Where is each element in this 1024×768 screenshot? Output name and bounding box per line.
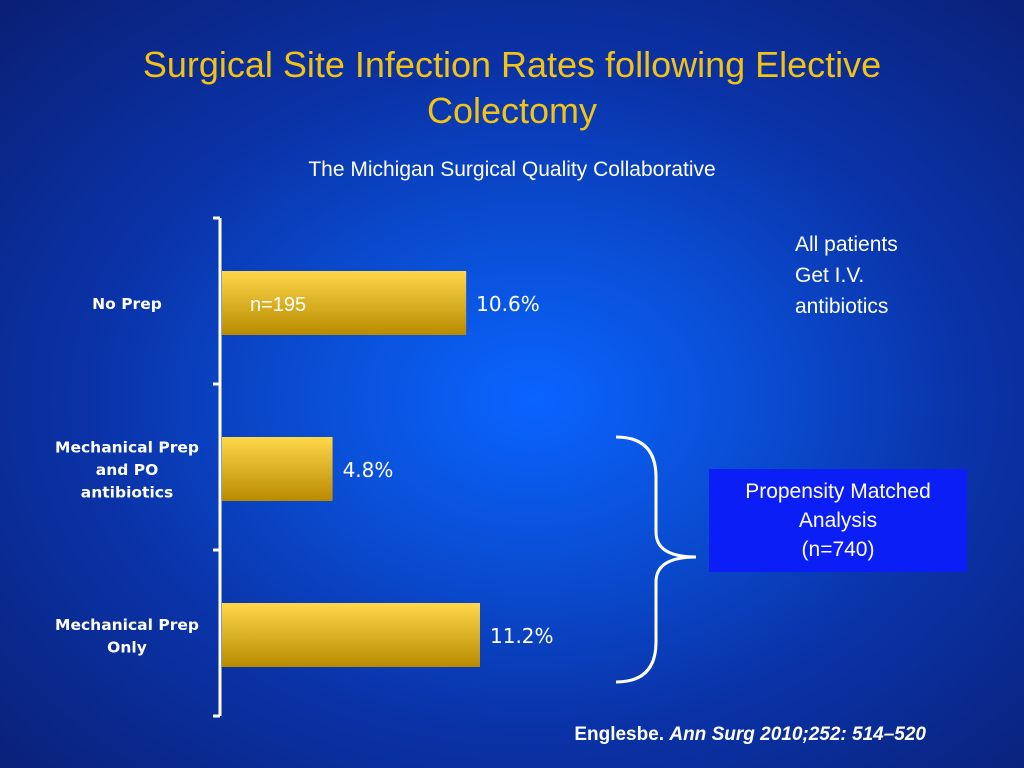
bar [222, 437, 333, 501]
propensity-matched-box: Propensity Matched Analysis (n=740) [709, 469, 967, 572]
bar [222, 271, 467, 335]
category-tick-label: Mechanical Prep [55, 616, 199, 634]
bar-value-label: 10.6% [476, 292, 540, 316]
citation-reference: Ann Surg 2010;252: 514–520 [669, 724, 926, 745]
bar [222, 603, 480, 667]
slide-subtitle: The Michigan Surgical Quality Collaborat… [308, 158, 716, 181]
matched-box-line: Analysis [798, 509, 878, 532]
bar-annotation: n=195 [250, 294, 306, 316]
citation: Englesbe. Ann Surg 2010;252: 514–520 [574, 724, 926, 746]
category-tick-label: Mechanical Prep [55, 439, 199, 457]
category-tick-label: antibiotics [81, 484, 173, 502]
citation-author: Englesbe. [574, 724, 665, 745]
matched-box-line: (n=740) [801, 538, 875, 561]
bar-value-label: 11.2% [490, 624, 554, 648]
category-tick-label: No Prep [92, 295, 162, 313]
iv-antibiotics-note: All patients Get I.V. antibiotics [795, 229, 898, 322]
brace-icon [615, 435, 697, 684]
note-line: All patients [795, 233, 898, 256]
note-line: Get I.V. [795, 264, 865, 287]
category-tick-label: and PO [96, 461, 159, 479]
matched-box-line: Propensity Matched [745, 480, 931, 503]
category-tick-label: Only [107, 638, 147, 656]
slide-title: Surgical Site Infection Rates following … [142, 44, 882, 131]
note-line: antibiotics [795, 295, 889, 318]
bar-value-label: 4.8% [343, 458, 394, 482]
